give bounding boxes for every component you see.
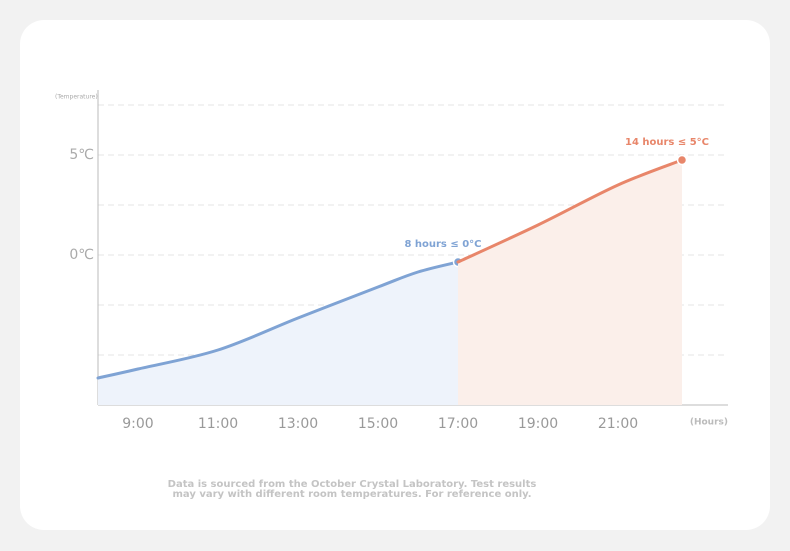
y-axis-title: (Temperature)	[55, 94, 98, 101]
x-tick-label: 9:00	[122, 416, 153, 432]
y-tick-label: 5℃	[69, 147, 94, 163]
x-axis-title: (Hours)	[690, 418, 728, 428]
line	[96, 260, 460, 380]
annotation: 14 hours ≤ 5°C	[625, 137, 709, 148]
end-point	[676, 154, 688, 166]
x-tick-label: 19:00	[518, 416, 558, 432]
y-tick-label: 0℃	[69, 247, 94, 263]
x-tick-label: 21:00	[598, 416, 638, 432]
x-tick-label: 17:00	[438, 416, 478, 432]
area	[98, 262, 458, 405]
line	[456, 158, 684, 264]
plot: 0℃ 5℃ (Temperature) (Hours) 9:00 11:00 13:00 15…	[55, 90, 728, 500]
area	[458, 160, 682, 405]
footnote: may vary with different room temperature…	[172, 489, 531, 500]
footnote: Data is sourced from the October Crystal…	[168, 479, 537, 490]
x-tick-label: 13:00	[278, 416, 318, 432]
x-tick-label: 15:00	[358, 416, 398, 432]
x-tick-label: 11:00	[198, 416, 238, 432]
annotation: 8 hours ≤ 0°C	[404, 239, 481, 250]
